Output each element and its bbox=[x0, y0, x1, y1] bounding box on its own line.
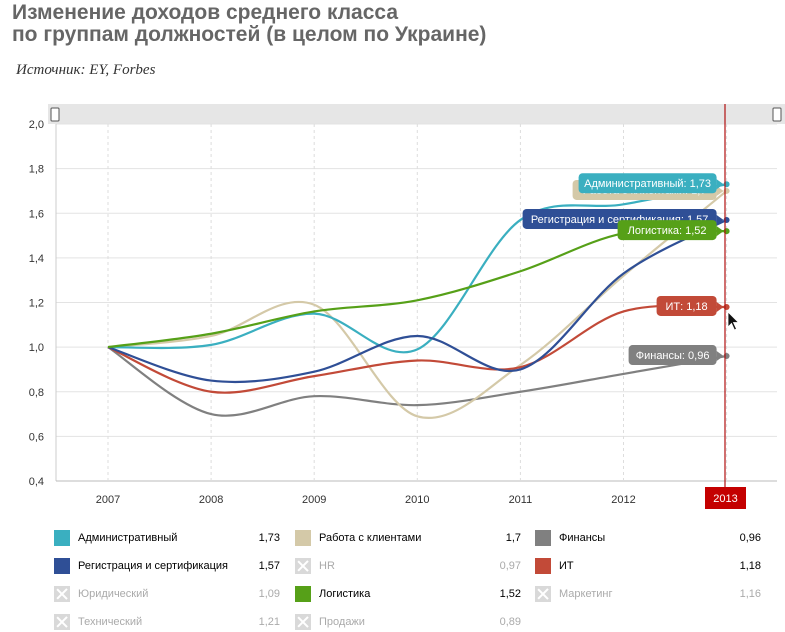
legend-disabled-icon[interactable] bbox=[54, 614, 70, 630]
x-tick-label: 2012 bbox=[611, 494, 635, 506]
legend-value: 0,97 bbox=[499, 560, 521, 572]
legend-item[interactable]: Финансы 0,96 bbox=[535, 528, 761, 548]
x-tick-label: 2009 bbox=[302, 494, 326, 506]
y-tick-label: 0,6 bbox=[29, 431, 44, 443]
y-tick-label: 1,6 bbox=[29, 208, 44, 220]
y-axis: 2,0 1,8 1,6 1,4 1,2 1,0 0,8 0,6 0,4 bbox=[29, 119, 44, 488]
highlight-year-badge bbox=[705, 487, 746, 509]
y-tick-label: 1,0 bbox=[29, 342, 44, 354]
y-tick-label: 0,8 bbox=[29, 387, 44, 399]
series-label-box bbox=[617, 220, 717, 241]
legend-label: Технический bbox=[78, 616, 143, 628]
legend-value: 0,96 bbox=[739, 532, 761, 544]
series-line[interactable] bbox=[107, 218, 728, 384]
legend-disabled-icon[interactable] bbox=[535, 586, 551, 602]
x-tick-label: 2011 bbox=[509, 494, 533, 506]
series-label: Финансы: 0,96 bbox=[628, 345, 724, 366]
highlight-year-label: 2013 bbox=[713, 493, 737, 505]
x-tick-label: 2008 bbox=[199, 494, 223, 506]
series-label-pointer bbox=[716, 214, 724, 225]
y-tick-label: 0,4 bbox=[29, 476, 44, 488]
legend-swatch[interactable] bbox=[54, 558, 70, 574]
series-label-text: Финансы: 0,96 bbox=[636, 350, 710, 362]
legend-value: 1,18 bbox=[739, 560, 761, 572]
legend-value: 1,16 bbox=[739, 588, 761, 600]
series-line[interactable] bbox=[107, 190, 728, 419]
legend-label: Юридический bbox=[78, 588, 149, 600]
legend-value: 1,73 bbox=[258, 532, 280, 544]
range-handle-right[interactable] bbox=[772, 107, 782, 122]
series-line[interactable] bbox=[107, 304, 727, 394]
legend-label: HR bbox=[319, 560, 335, 572]
series-label-box bbox=[628, 345, 717, 366]
series-label-pointer bbox=[716, 185, 724, 196]
series-line[interactable] bbox=[107, 183, 727, 354]
chart-title: Изменение доходов среднего класса по гру… bbox=[12, 2, 486, 46]
legend-value: 1,52 bbox=[499, 588, 521, 600]
legend-swatch[interactable] bbox=[535, 530, 551, 546]
legend-label: ИТ bbox=[559, 560, 574, 572]
series-label-text: Логистика: 1,52 bbox=[628, 225, 707, 237]
legend-value: 1,09 bbox=[258, 588, 280, 600]
series-labels: Финансы: 0,96Работа с клиентами: 1,7Адми… bbox=[522, 173, 724, 366]
title-line-2: по группам должностей (в целом по Украин… bbox=[12, 23, 487, 46]
legend-label: Логистика bbox=[319, 588, 371, 600]
legend-swatch[interactable] bbox=[295, 586, 311, 602]
range-handle-left[interactable] bbox=[50, 107, 60, 122]
legend-item[interactable]: ИТ 1,18 bbox=[535, 556, 761, 576]
series-label-text: Административный: 1,73 bbox=[584, 178, 711, 190]
legend-disabled-icon[interactable] bbox=[295, 558, 311, 574]
legend-value: 1,21 bbox=[258, 616, 280, 628]
legend-item[interactable]: Административный 1,73 bbox=[54, 528, 280, 548]
range-navigator-bar[interactable] bbox=[48, 104, 785, 124]
y-tick-label: 1,2 bbox=[29, 298, 44, 310]
legend-swatch[interactable] bbox=[54, 530, 70, 546]
legend-swatch[interactable] bbox=[295, 530, 311, 546]
legend-disabled-icon[interactable] bbox=[295, 614, 311, 630]
y-tick-label: 1,8 bbox=[29, 164, 44, 176]
legend-label: Финансы bbox=[559, 532, 606, 544]
x-tick-label: 2007 bbox=[96, 494, 120, 506]
legend-value: 1,7 bbox=[505, 532, 521, 544]
x-tick-label: 2010 bbox=[405, 494, 429, 506]
legend-item[interactable]: Регистрация и сертификация 1,57 bbox=[54, 556, 280, 576]
legend: Административный 1,73 Работа с клиентами 1,… bbox=[0, 528, 785, 630]
legend-disabled-icon[interactable] bbox=[54, 586, 70, 602]
series-label-pointer bbox=[716, 226, 724, 237]
series-label-pointer bbox=[716, 301, 724, 312]
legend-item[interactable]: Технический 1,21 bbox=[54, 612, 280, 632]
series-label: ИТ: 1,18 bbox=[656, 295, 724, 316]
series-line[interactable] bbox=[107, 346, 727, 417]
legend-value: 0,89 bbox=[499, 616, 521, 628]
legend-item[interactable]: Продажи 0,89 bbox=[295, 612, 521, 632]
series-label-box bbox=[578, 173, 717, 194]
legend-item[interactable]: Работа с клиентами 1,7 bbox=[295, 528, 521, 548]
y-tick-label: 2,0 bbox=[29, 119, 44, 131]
series-label-pointer bbox=[716, 179, 724, 190]
x-axis: 2007 2008 2009 2010 2011 2012 bbox=[96, 494, 636, 506]
source-note: Источник: EY, Forbes bbox=[16, 62, 156, 78]
title-line-1: Изменение доходов среднего класса bbox=[12, 1, 399, 24]
series-label-text: ИТ: 1,18 bbox=[666, 301, 708, 313]
y-tick-label: 1,4 bbox=[29, 253, 44, 265]
legend-item[interactable]: HR 0,97 bbox=[295, 556, 521, 576]
legend-value: 1,57 bbox=[258, 560, 280, 572]
legend-swatch[interactable] bbox=[535, 558, 551, 574]
series-label: Административный: 1,73 bbox=[578, 173, 724, 194]
mouse-cursor-icon bbox=[727, 311, 740, 331]
legend-label: Регистрация и сертификация bbox=[78, 560, 229, 572]
legend-item[interactable]: Маркетинг 1,16 bbox=[535, 584, 761, 604]
legend-label: Административный bbox=[78, 532, 178, 544]
series-label-box bbox=[656, 295, 717, 316]
legend-label: Маркетинг bbox=[559, 588, 613, 600]
series-label: Логистика: 1,52 bbox=[617, 220, 724, 241]
legend-item[interactable]: Юридический 1,09 bbox=[54, 584, 280, 604]
legend-item[interactable]: Логистика 1,52 bbox=[295, 584, 521, 604]
legend-label: Работа с клиентами bbox=[319, 532, 422, 544]
series-label-pointer bbox=[716, 351, 724, 362]
line-chart: 2,0 1,8 1,6 1,4 1,2 1,0 0,8 0,6 0,4 2007 2008 2009… bbox=[29, 104, 785, 509]
legend-label: Продажи bbox=[319, 616, 365, 628]
